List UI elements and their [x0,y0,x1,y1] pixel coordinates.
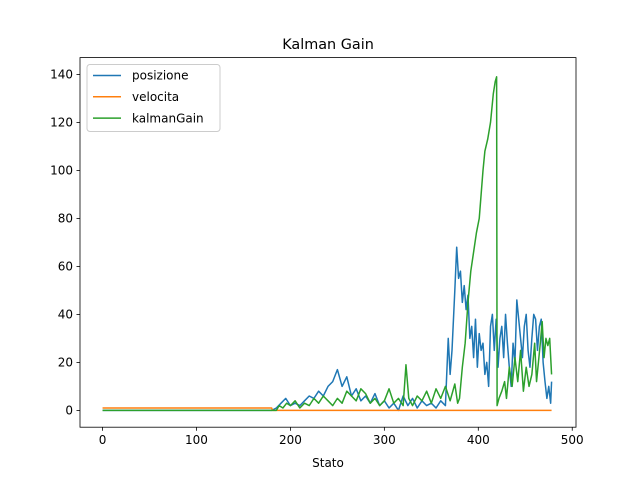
legend-box [86,64,221,132]
series-line-kalmanGain [102,76,553,412]
y-axis-ticks: 0 20 40 60 80 100 120 140 [50,68,80,418]
y-tick-label: 140 [50,68,73,82]
series-line-velocita [102,407,552,412]
legend-label-posizione: posizione [132,69,189,83]
x-tick-label: 200 [279,433,302,447]
plot-frame [79,57,577,428]
y-tick-label: 120 [50,116,73,130]
legend-label-velocita: velocita [132,90,179,104]
x-tick-label: 0 [99,433,107,447]
y-tick-label: 20 [58,356,73,370]
x-axis-label: Stato [312,456,344,470]
series-line-posizione [102,246,553,412]
y-tick-label: 40 [58,308,73,322]
y-tick-label: 0 [65,404,73,418]
y-tick-label: 80 [58,212,73,226]
x-tick-label: 500 [561,433,584,447]
x-axis-ticks: 0 100 200 300 400 500 [99,427,584,447]
x-tick-label: 300 [373,433,396,447]
legend: posizione velocita kalmanGain [86,64,221,132]
y-tick-label: 60 [58,260,73,274]
x-tick-label: 100 [185,433,208,447]
legend-label-kalmanGain: kalmanGain [132,111,204,125]
chart-title: Kalman Gain [282,37,374,53]
x-tick-label: 400 [467,433,490,447]
plot-area [102,76,553,412]
y-tick-label: 100 [50,164,73,178]
